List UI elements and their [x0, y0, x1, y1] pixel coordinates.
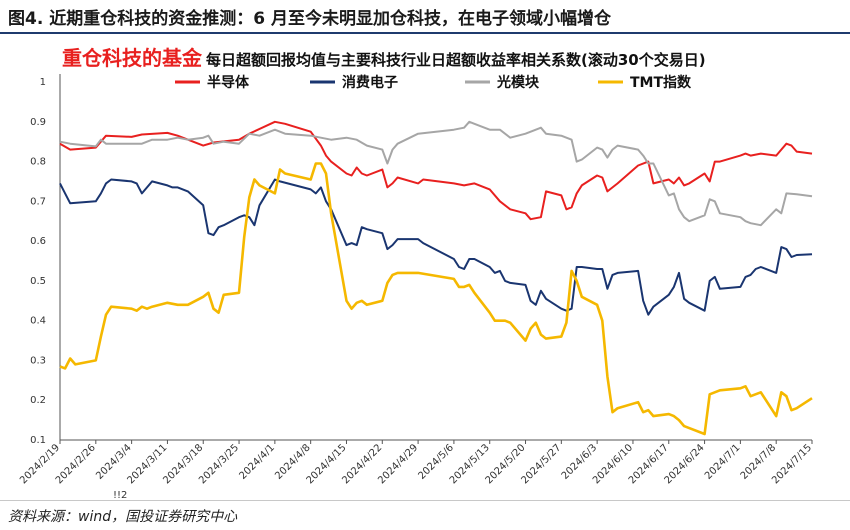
y-tick-label: 0.6 [30, 236, 46, 247]
footer-rule [0, 500, 850, 501]
series-line-消费电子 [59, 178, 813, 316]
footnote-fragment: !!2 [113, 490, 127, 500]
chart-title-brand: 重仓科技的基金 [62, 46, 202, 70]
y-tick-label: 0.8 [30, 157, 46, 168]
legend-label: TMT指数 [630, 74, 692, 91]
legend-label: 光模块 [496, 74, 540, 91]
y-tick-label: 0.5 [30, 276, 46, 287]
y-tick-label: 0.4 [30, 316, 46, 327]
chart-title: 重仓科技的基金 每日超额回报均值与主要科技行业日超额收益率相关系数(滚动30个交易… [62, 42, 706, 71]
title-rule [0, 32, 850, 34]
x-tick-label: 2024/4/1 [237, 442, 277, 482]
figure-title: 图4. 近期重仓科技的资金推测：6 月至今未明显加仓科技，在电子领域小幅增仓 [8, 9, 611, 29]
x-tick-label: 2024/7/1 [703, 442, 743, 482]
y-tick-label: 0.1 [30, 435, 46, 446]
series-line-TMT指数 [59, 162, 813, 436]
legend-label: 消费电子 [342, 74, 398, 91]
y-tick-label: 0.9 [30, 117, 46, 128]
line-chart: 0.10.20.30.40.50.60.70.80.912024/2/19202… [18, 74, 814, 500]
y-tick-label: 1 [40, 77, 46, 88]
y-tick-label: 0.2 [30, 395, 46, 406]
legend-label: 半导体 [207, 74, 250, 91]
source-note: 资料来源：wind，国投证券研究中心 [8, 509, 238, 525]
series-line-光模块 [59, 120, 813, 227]
series-line-半导体 [59, 120, 813, 221]
y-tick-label: 0.3 [30, 355, 46, 366]
y-tick-label: 0.7 [30, 196, 46, 207]
chart-title-text: 每日超额回报均值与主要科技行业日超额收益率相关系数(滚动30个交易日) [206, 51, 706, 69]
